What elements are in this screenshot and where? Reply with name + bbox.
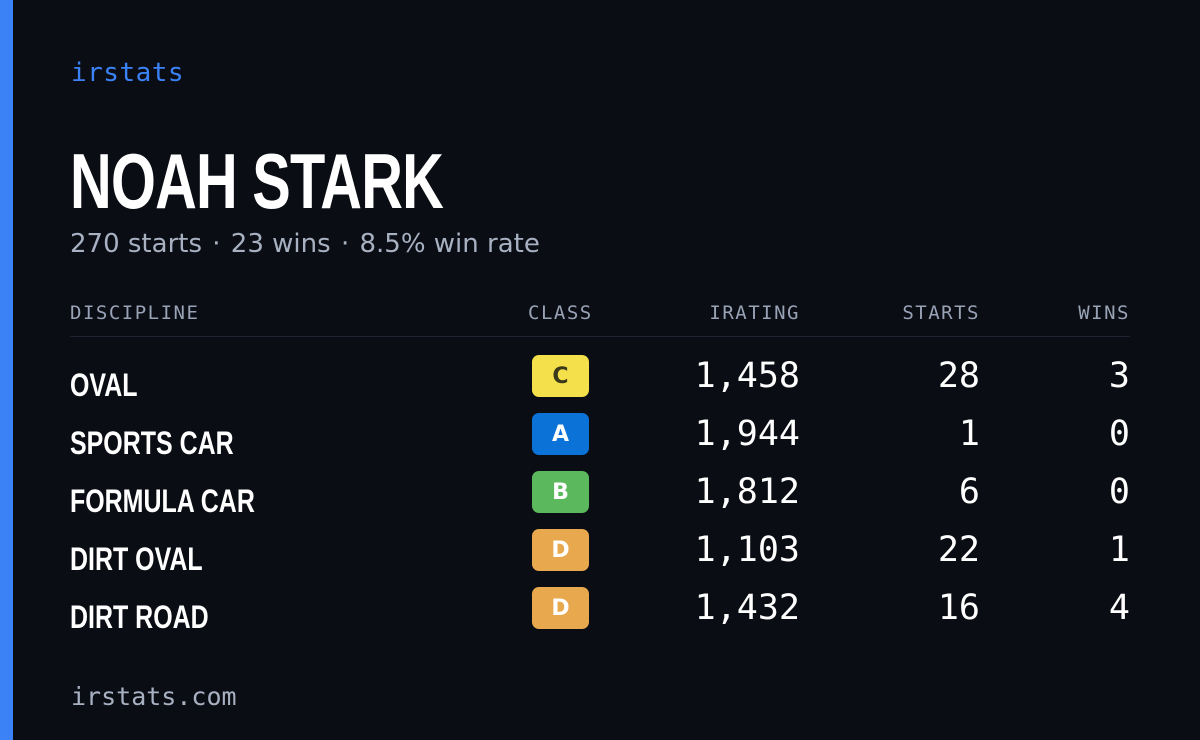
starts-value: 28: [937, 356, 980, 396]
separator: ·: [212, 229, 221, 259]
starts-value: 22: [937, 530, 980, 570]
table-row: DIRT ROAD D 1,432 16 4: [70, 585, 1130, 643]
irating-value: 1,432: [694, 588, 800, 628]
irating-value: 1,103: [694, 530, 800, 570]
table-body: OVAL C 1,458 28 3 SPORTS CAR A 1,944 1 0…: [70, 337, 1130, 643]
table-header: DISCIPLINE CLASS IRATING STARTS WINS: [70, 296, 1130, 337]
column-header-starts: STARTS: [902, 302, 980, 324]
wins-value: 0: [1108, 414, 1130, 454]
total-starts: 270 starts: [70, 229, 202, 259]
discipline-name: DIRT OVAL: [70, 541, 203, 577]
table-row: DIRT OVAL D 1,103 22 1: [70, 527, 1130, 585]
wins-value: 3: [1108, 356, 1130, 396]
footer-url: irstats.com: [71, 682, 237, 711]
irating-value: 1,944: [694, 414, 800, 454]
irating-value: 1,458: [694, 356, 800, 396]
table-row: OVAL C 1,458 28 3: [70, 353, 1130, 411]
wins-value: 4: [1108, 588, 1130, 628]
license-class-badge: D: [532, 587, 589, 629]
brand-logo: irstats: [71, 58, 185, 88]
column-header-wins: WINS: [1078, 302, 1130, 324]
table-row: SPORTS CAR A 1,944 1 0: [70, 411, 1130, 469]
license-class-badge: B: [532, 471, 589, 513]
driver-summary: 270 starts · 23 wins · 8.5% win rate: [70, 226, 540, 262]
total-wins: 23 wins: [230, 229, 331, 259]
discipline-name: FORMULA CAR: [70, 483, 255, 519]
driver-name: NOAH STARK: [70, 137, 444, 225]
separator: ·: [340, 229, 350, 259]
column-header-discipline: DISCIPLINE: [70, 302, 200, 324]
starts-value: 16: [937, 588, 980, 628]
license-class-badge: D: [532, 529, 589, 571]
discipline-name: SPORTS CAR: [70, 425, 234, 461]
starts-value: 6: [958, 472, 980, 512]
starts-value: 1: [958, 414, 980, 454]
license-class-badge: A: [532, 413, 589, 455]
discipline-name: DIRT ROAD: [70, 599, 209, 635]
irating-value: 1,812: [694, 472, 800, 512]
discipline-table: DISCIPLINE CLASS IRATING STARTS WINS OVA…: [70, 296, 1130, 643]
license-class-badge: C: [532, 355, 589, 397]
column-header-irating: IRATING: [709, 302, 800, 324]
accent-bar: [0, 0, 13, 740]
wins-value: 0: [1108, 472, 1130, 512]
table-row: FORMULA CAR B 1,812 6 0: [70, 469, 1130, 527]
discipline-name: OVAL: [70, 367, 138, 403]
wins-value: 1: [1108, 530, 1130, 570]
win-rate: 8.5% win rate: [359, 229, 540, 259]
column-header-class: CLASS: [528, 302, 593, 324]
